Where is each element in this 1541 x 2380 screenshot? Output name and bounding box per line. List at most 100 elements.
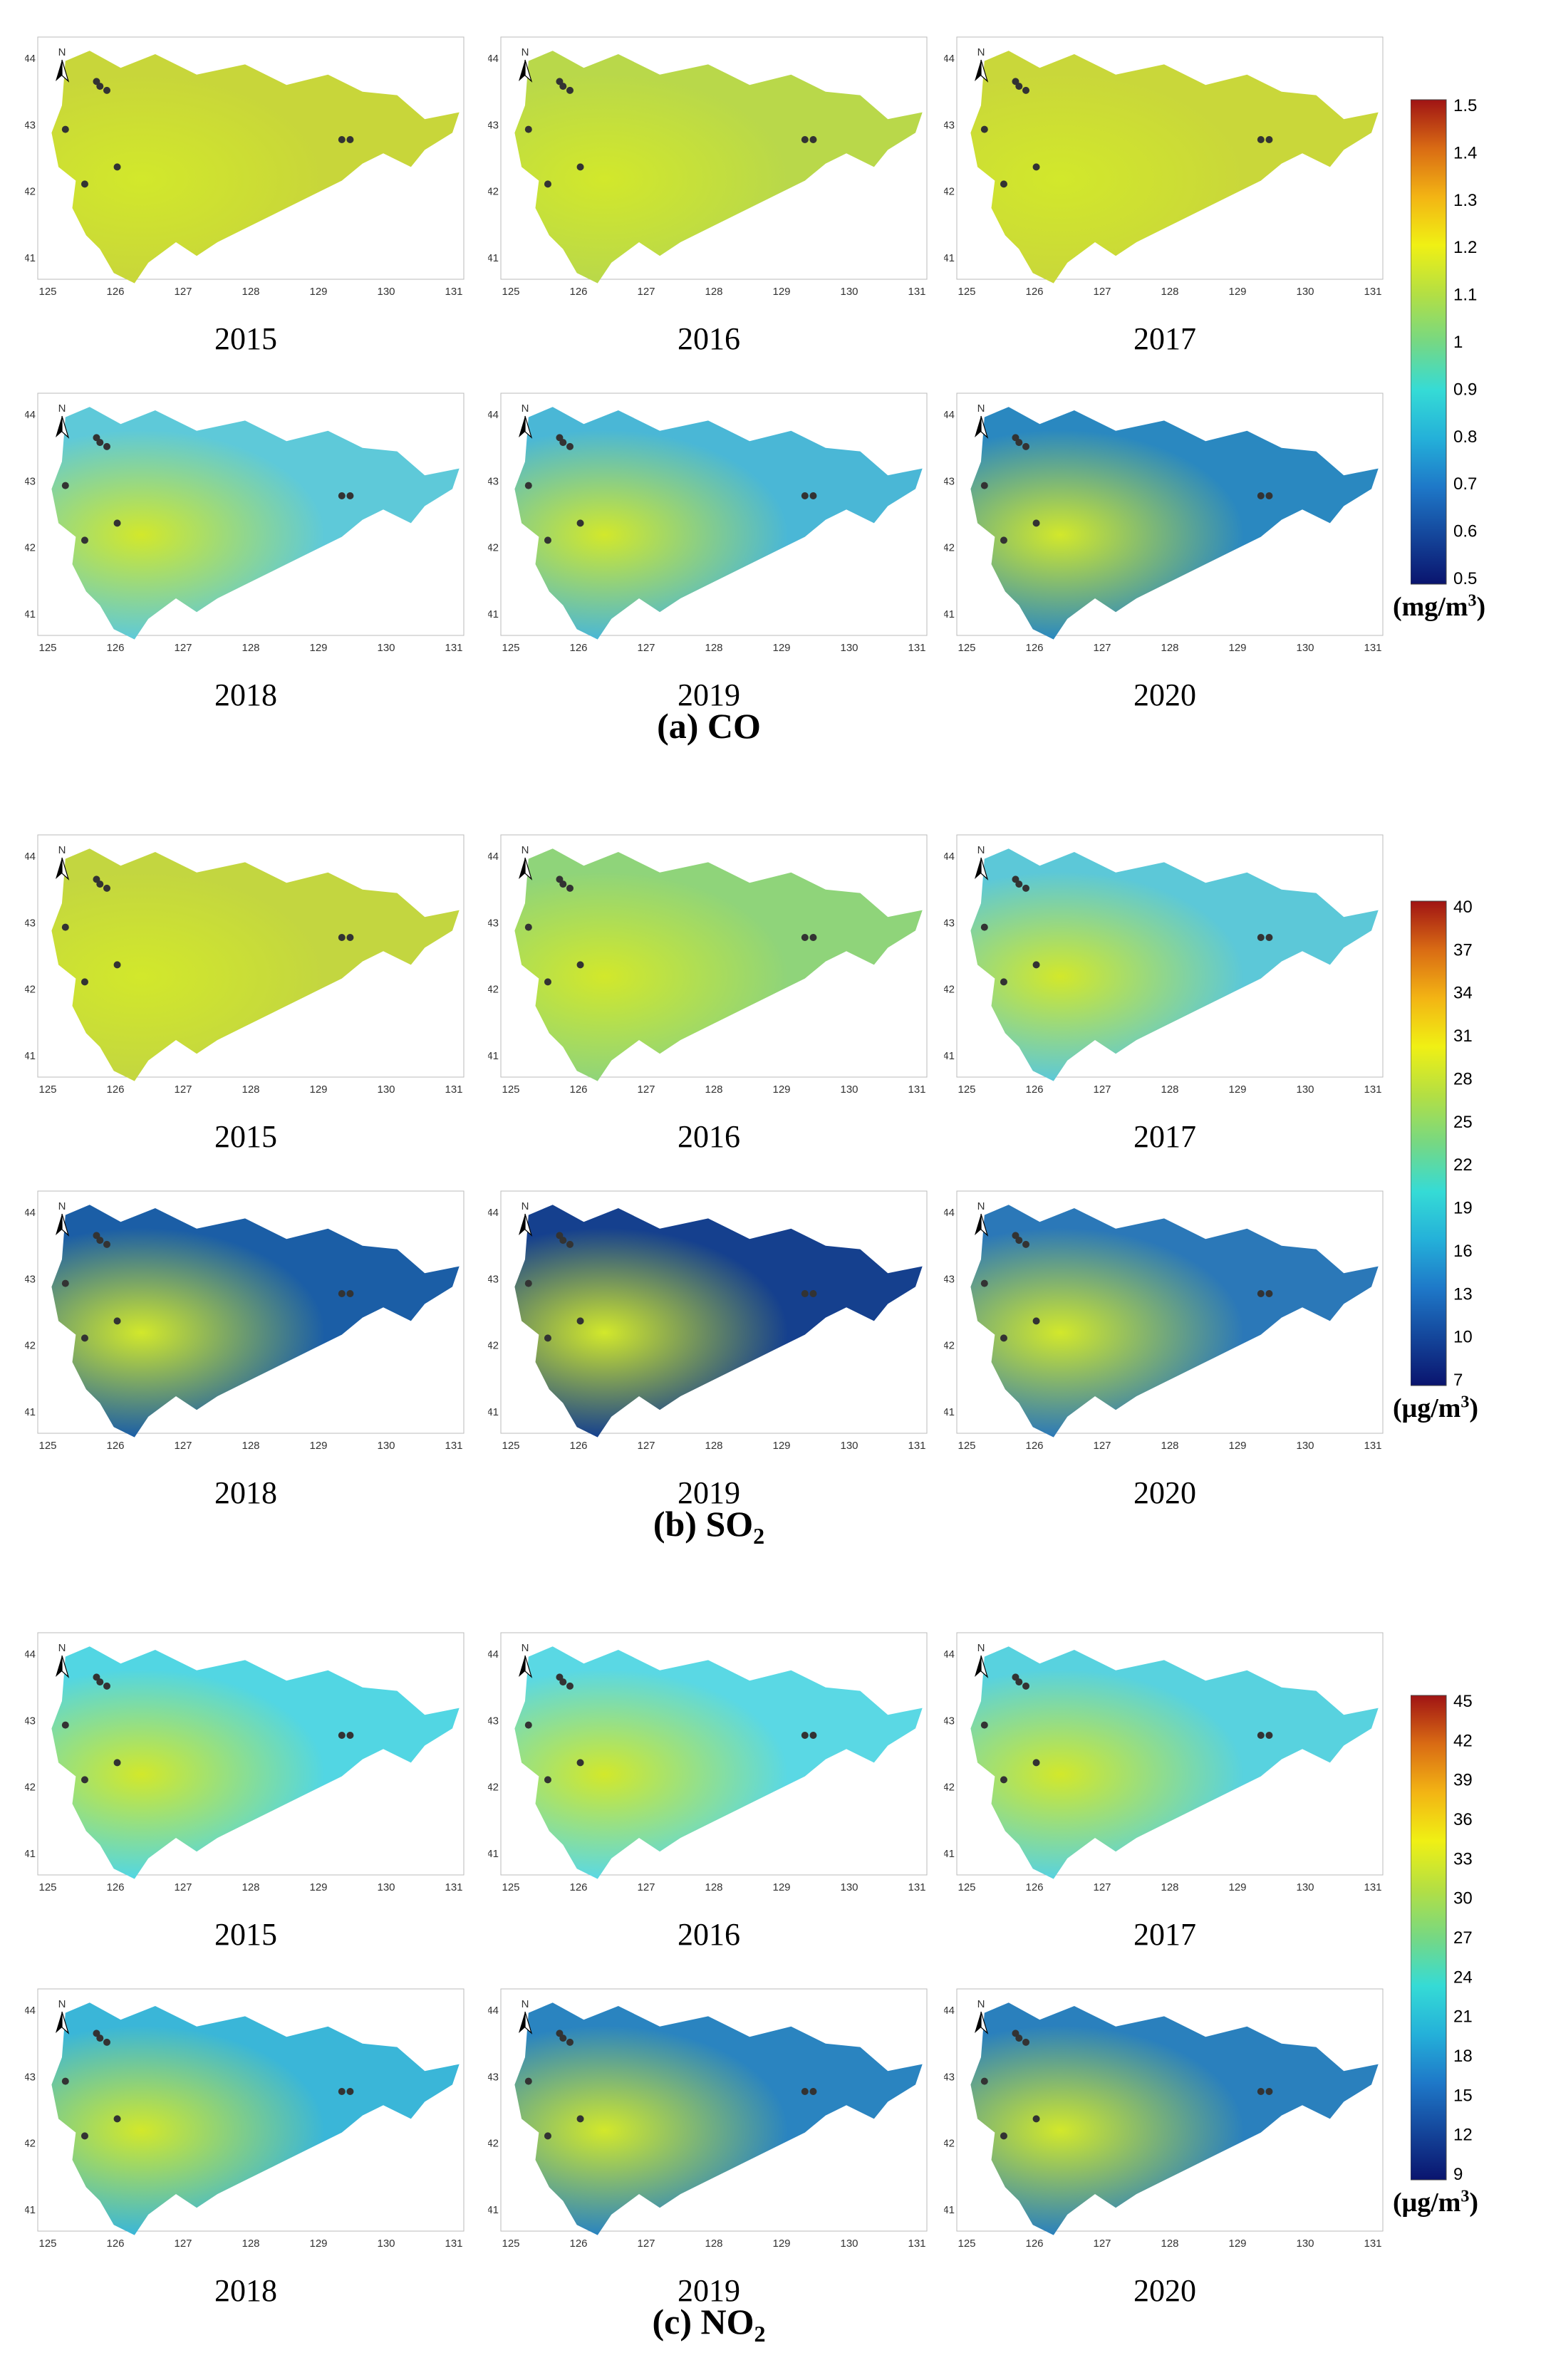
monitoring-site-dot [113, 1759, 121, 1767]
monitoring-site-dot [801, 2088, 809, 2095]
y-tick-label: 44 [488, 1648, 499, 1661]
monitoring-site-dot [338, 934, 346, 941]
colorbar-tick-label: 16 [1453, 1242, 1473, 1261]
x-tick-label: 131 [445, 1440, 462, 1452]
y-tick-label: 42 [944, 1782, 955, 1794]
map-svg: 125 126 127 128 129 130 131 44 43 42 41 N [488, 36, 928, 298]
monitoring-site-dot [809, 1290, 817, 1297]
map-no2-2018: 125 126 127 128 129 130 131 44 43 42 41 N [25, 1980, 467, 2265]
colorbar-tick-label: 25 [1453, 1113, 1473, 1132]
y-tick-label: 43 [944, 119, 955, 131]
monitoring-site-dot [1032, 2115, 1040, 2123]
monitoring-site-dot [566, 1240, 574, 1248]
colorbar-gradient [1410, 1695, 1447, 2181]
panel-title-subscript: 2 [753, 1523, 765, 1549]
panel-title-text: (a) CO [657, 706, 761, 746]
x-tick-label: 127 [174, 286, 192, 298]
north-arrow-icon: N [519, 1642, 533, 1678]
x-tick-label: 130 [1296, 1084, 1314, 1096]
y-tick-label: 42 [25, 2138, 36, 2150]
x-tick-label: 128 [705, 2238, 722, 2250]
colorbar-no2: 45 42 39 36 33 30 27 24 21 18 15 12 9 [1410, 1688, 1517, 2191]
y-tick-label: 44 [488, 409, 499, 421]
x-tick-label: 127 [1093, 1440, 1111, 1452]
x-tick-label: 127 [637, 2238, 655, 2250]
monitoring-site-dot [1265, 1732, 1273, 1739]
y-tick-label: 43 [944, 475, 955, 487]
x-tick-label: 125 [38, 1084, 56, 1096]
monitoring-site-dot [113, 2115, 121, 2123]
monitoring-site-dot [809, 136, 817, 143]
monitoring-site-dot [1022, 1240, 1029, 1248]
svg-text:N: N [58, 402, 66, 415]
monitoring-site-dot [1015, 439, 1023, 447]
x-tick-label: 130 [377, 1440, 395, 1452]
y-tick-label: 42 [25, 1340, 36, 1352]
monitoring-site-dot [1015, 83, 1023, 90]
monitoring-site-dot [1022, 442, 1029, 450]
y-tick-label: 43 [488, 475, 499, 487]
monitoring-site-dot [559, 2035, 567, 2042]
monitoring-site-dot [1265, 2088, 1273, 2095]
y-tick-label: 41 [944, 608, 955, 620]
year-label: 2020 [1133, 1475, 1196, 1510]
map-so2-2019: 125 126 127 128 129 130 131 44 43 42 41 N [488, 1183, 930, 1467]
colorbar-tick-label: 0.6 [1453, 522, 1477, 541]
map-svg: 125 126 127 128 129 130 131 44 43 42 41 N [944, 1190, 1384, 1452]
svg-text:N: N [522, 46, 529, 58]
monitoring-site-dot [1022, 2038, 1029, 2046]
svg-text:N: N [977, 402, 985, 415]
map-svg: 125 126 127 128 129 130 131 44 43 42 41 N [25, 1632, 465, 1893]
monitoring-site-dot [1257, 1732, 1265, 1739]
monitoring-site-dot [1257, 492, 1265, 499]
panel-title-co: (a) CO [460, 705, 958, 747]
map-co-2017: 125 126 127 128 129 130 131 44 43 42 41 N [944, 28, 1386, 313]
monitoring-site-dot [566, 2038, 574, 2046]
y-tick-label: 42 [944, 1340, 955, 1352]
colorbar-tick-label: 28 [1453, 1069, 1473, 1088]
y-tick-label: 44 [25, 53, 36, 65]
unit-label-so2: (μg/m3) [1393, 1393, 1478, 1424]
x-tick-label: 130 [1296, 642, 1314, 654]
monitoring-site-dot [980, 1279, 988, 1287]
year-label: 2016 [678, 321, 740, 356]
y-tick-label: 44 [488, 2005, 499, 2017]
year-label: 2016 [678, 1917, 740, 1952]
monitoring-site-dot [1000, 978, 1007, 986]
svg-text:N: N [977, 844, 985, 856]
panel-title-so2: (b) SO2 [460, 1503, 958, 1549]
y-tick-label: 42 [488, 2138, 499, 2150]
monitoring-site-dot [801, 492, 809, 499]
panel-title-subscript: 2 [754, 2321, 766, 2347]
colorbar-tick-label: 10 [1453, 1328, 1473, 1347]
colorbar-tick-label: 37 [1453, 940, 1473, 960]
y-tick-label: 44 [25, 1648, 36, 1661]
monitoring-site-dot [576, 163, 584, 171]
y-tick-label: 41 [944, 1848, 955, 1860]
monitoring-site-dot [346, 1290, 354, 1297]
map-svg: 125 126 127 128 129 130 131 44 43 42 41 N [25, 1190, 465, 1452]
colorbar-co: 1.5 1.4 1.3 1.2 1.1 1 0.9 0.8 0.7 0.6 0.5 [1410, 93, 1517, 595]
monitoring-site-dot [809, 492, 817, 499]
monitoring-site-dot [96, 880, 104, 888]
region-shape [970, 1205, 1379, 1438]
region-shape [51, 2002, 460, 2235]
region-shape [51, 848, 460, 1081]
unit-superscript: 3 [1460, 1393, 1470, 1412]
monitoring-site-dot [544, 180, 551, 188]
monitoring-site-dot [1265, 1290, 1273, 1297]
monitoring-site-dot [113, 519, 121, 527]
x-tick-label: 125 [502, 286, 519, 298]
north-arrow-icon: N [975, 402, 989, 439]
monitoring-site-dot [524, 923, 532, 931]
x-tick-label: 131 [908, 642, 925, 654]
colorbar-gradient [1410, 900, 1447, 1386]
x-tick-label: 129 [772, 642, 790, 654]
year-label: 2019 [678, 2273, 740, 2308]
colorbar-tick-label: 19 [1453, 1199, 1473, 1218]
x-tick-label: 131 [445, 1881, 462, 1893]
x-tick-label: 130 [1296, 1881, 1314, 1893]
map-svg: 125 126 127 128 129 130 131 44 43 42 41 N [944, 393, 1384, 654]
x-tick-label: 131 [445, 642, 462, 654]
x-tick-label: 128 [705, 1440, 722, 1452]
